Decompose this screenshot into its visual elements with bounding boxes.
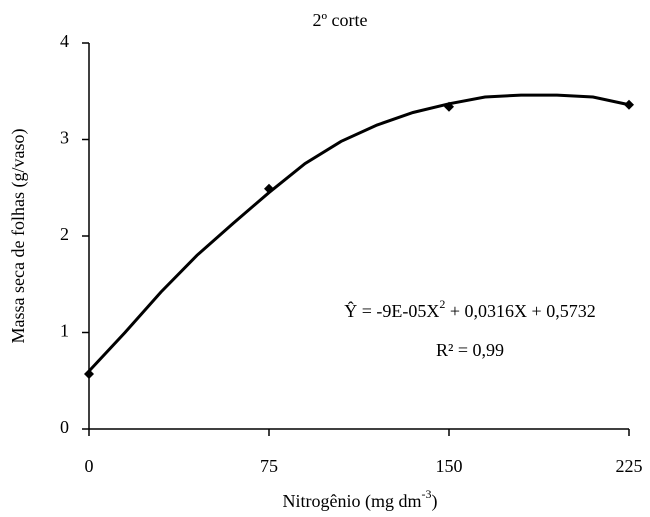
x-tick-label: 0 <box>85 456 94 476</box>
r-squared: R² = 0,99 <box>436 340 504 360</box>
data-point <box>444 101 454 112</box>
x-tick-label: 75 <box>260 456 278 476</box>
x-tick-label: 225 <box>616 456 643 476</box>
equation: Ŷ = -9E-05X2 + 0,0316X + 0,5732 <box>344 297 595 321</box>
y-axis-label: Massa seca de folhas (g/vaso) <box>8 129 29 344</box>
y-tick-label: 2 <box>60 224 69 244</box>
trend-line <box>87 93 630 373</box>
y-tick-label: 3 <box>60 128 69 148</box>
x-axis-label-text: ) <box>431 491 437 512</box>
data-point <box>264 183 274 194</box>
y-tick-label: 4 <box>60 31 69 51</box>
y-tick-label: 1 <box>60 321 69 341</box>
chart-title: 2º corte <box>312 10 367 30</box>
data-point <box>624 99 634 110</box>
x-tick-label: 150 <box>436 456 463 476</box>
data-point <box>84 368 94 379</box>
x-axis-label-exponent: -3 <box>421 487 431 501</box>
x-axis-label-text: Nitrogênio (mg dm <box>283 491 422 512</box>
x-axis-label: Nitrogênio (mg dm-3) <box>283 487 438 512</box>
y-tick-label: 0 <box>60 417 69 437</box>
equation-exponent: 2 <box>439 297 445 311</box>
equation-text: Ŷ = -9E-05X <box>344 300 439 321</box>
equation-text: + 0,0316X + 0,5732 <box>445 301 595 321</box>
